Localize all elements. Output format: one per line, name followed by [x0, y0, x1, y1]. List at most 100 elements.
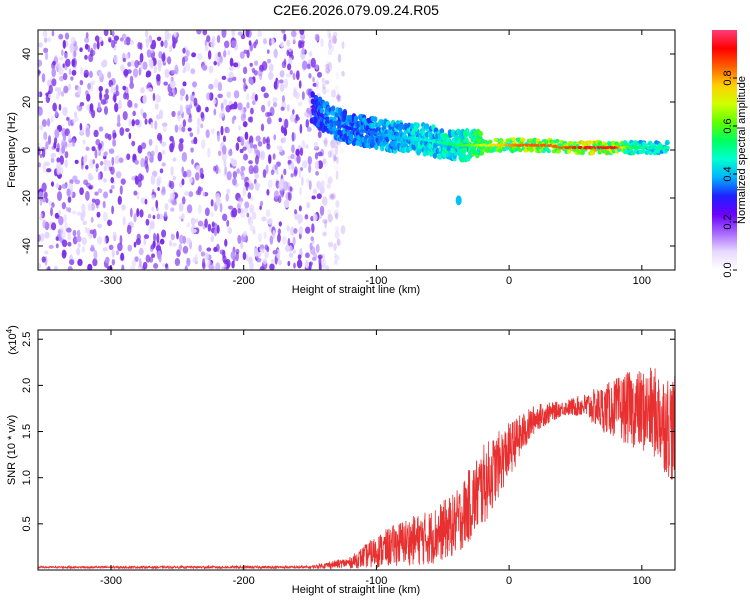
spectrogram-signal-cell: [415, 122, 420, 129]
spectrogram-noise-blob: [297, 254, 302, 260]
spectrogram-noise-blob: [109, 189, 113, 194]
spectrogram-signal-cell: [374, 144, 379, 151]
spectrogram-noise-blob: [255, 182, 259, 187]
spectrogram-noise-blob: [270, 169, 275, 176]
spectrogram-noise-blob: [156, 176, 162, 185]
spectrogram-noise-blob: [102, 200, 106, 209]
spectrogram-noise-blob: [206, 35, 211, 43]
spectrogram-noise-blob: [242, 121, 248, 128]
spectrogram-noise-blob: [332, 31, 338, 38]
spectrogram-noise-blob: [67, 241, 72, 247]
spectrogram-noise-blob: [150, 150, 155, 157]
spectrogram-noise-blob: [315, 171, 319, 176]
spectrogram-noise-blob: [161, 186, 166, 194]
spectrogram-noise-blob: [301, 60, 308, 70]
spec-x-tick-label: -100: [365, 275, 387, 287]
spectrogram-noise-blob: [242, 251, 247, 261]
spectrogram-noise-blob: [227, 205, 234, 210]
spectrogram-noise-blob: [254, 155, 259, 165]
spectrogram-noise-blob: [292, 236, 296, 246]
spectrogram-noise-blob: [62, 39, 66, 49]
spectrogram-noise-blob: [195, 171, 200, 181]
spectrogram-noise-blob: [334, 252, 338, 258]
spectrogram-noise-blob: [254, 145, 258, 154]
spectrogram-noise-blob: [210, 211, 214, 217]
spectrogram-noise-blob: [81, 245, 86, 253]
spectrogram-noise-blob: [279, 70, 285, 78]
spectrogram-noise-blob: [171, 139, 175, 149]
snr-y-tick-label: 2.0: [21, 378, 33, 393]
spectrogram-noise-blob: [206, 247, 212, 252]
colorbar-ticks: 0.0 0.2 0.4 0.6 0.8: [722, 70, 737, 278]
spectrogram-noise-blob: [200, 139, 206, 150]
spectrogram-noise-blob: [173, 31, 178, 38]
spectrogram-noise-blob: [99, 71, 102, 78]
spectrogram-noise-blob: [291, 161, 295, 171]
spectrogram-noise-blob: [168, 91, 174, 97]
spectrogram-noise-blob: [103, 237, 107, 245]
spectrogram-noise-blob: [179, 95, 184, 101]
spectrogram-noise-blob: [313, 141, 318, 150]
spectrogram-noise-blob: [331, 35, 337, 44]
spectrogram-noise-blob: [185, 49, 190, 57]
spectrogram-noise-blob: [117, 195, 122, 206]
spectrogram-noise-blob: [224, 165, 228, 175]
spectrogram-noise-blob: [140, 108, 144, 116]
spectrogram-noise-blob: [169, 79, 176, 89]
spectrogram-noise-blob: [128, 132, 132, 140]
spectrogram-noise-blob: [170, 76, 174, 82]
spectrogram-noise-blob: [92, 258, 98, 267]
spectrogram-noise-blob: [89, 184, 94, 190]
spectrogram-noise-blob: [298, 168, 302, 179]
spectrogram-noise-blob: [247, 192, 252, 199]
spectrogram-noise-blob: [296, 154, 301, 164]
spectrogram-noise-blob: [61, 202, 67, 210]
spectrogram-noise-blob: [231, 260, 235, 269]
colorbar-tick-label: 0.0: [722, 262, 734, 277]
spectrogram-noise-blob: [210, 199, 214, 207]
spectrogram-noise-blob: [117, 99, 122, 110]
spectrogram-noise-blob: [326, 88, 330, 94]
spectrogram-noise-blob: [245, 30, 250, 38]
spectrogram-signal-cell: [424, 123, 430, 130]
spectrogram-noise-blob: [138, 247, 144, 256]
spectrogram-noise-blob: [306, 126, 312, 132]
spectrogram-noise-blob: [222, 213, 228, 222]
spectrogram-noise-blob: [208, 65, 214, 74]
spectrogram-noise-blob: [89, 103, 94, 112]
spectrogram-noise-blob: [87, 263, 93, 270]
spectrogram-signal-cell: [330, 105, 336, 112]
spectrogram-noise-blob: [174, 257, 181, 267]
spectrogram-signal-cell: [546, 149, 551, 154]
spectrogram-noise-blob: [283, 78, 289, 89]
spectrogram-signal-cell: [664, 141, 670, 146]
spec-y-tick-label: 0: [21, 147, 33, 153]
spectrogram-noise-blob: [115, 171, 122, 179]
spectrogram-noise-blob: [291, 131, 295, 142]
spectrogram-noise-blob: [219, 249, 225, 255]
spectrogram-noise-blob: [194, 253, 198, 262]
spectrogram-noise-blob: [278, 180, 284, 191]
spectrogram-noise-blob: [321, 258, 327, 268]
spectrogram-noise-blob: [156, 233, 160, 243]
spectrogram-noise-blob: [287, 261, 291, 267]
spectrogram-noise-blob: [133, 190, 138, 196]
spectrogram-noise-blob: [289, 69, 293, 75]
spectrogram-noise-blob: [69, 259, 75, 266]
spectrogram-noise-blob: [63, 213, 67, 223]
spectrogram-noise-blob: [220, 108, 225, 118]
spectrogram-noise-blob: [105, 256, 110, 264]
spectrogram-noise-blob: [337, 95, 342, 102]
spectrogram-noise-blob: [140, 87, 145, 94]
spectrogram-noise-blob: [329, 194, 335, 201]
spectrogram-noise-blob: [318, 256, 322, 267]
spectrogram-noise-blob: [144, 30, 149, 38]
spectrogram-noise-blob: [157, 186, 160, 192]
spectrogram-noise-blob: [277, 228, 282, 235]
spectrogram-noise-blob: [325, 265, 330, 270]
spectrogram-noise-blob: [156, 36, 162, 41]
spectrogram-noise-blob: [260, 123, 265, 132]
spectrogram-noise-blob: [299, 147, 304, 156]
spectrogram-noise-blob: [68, 68, 72, 76]
